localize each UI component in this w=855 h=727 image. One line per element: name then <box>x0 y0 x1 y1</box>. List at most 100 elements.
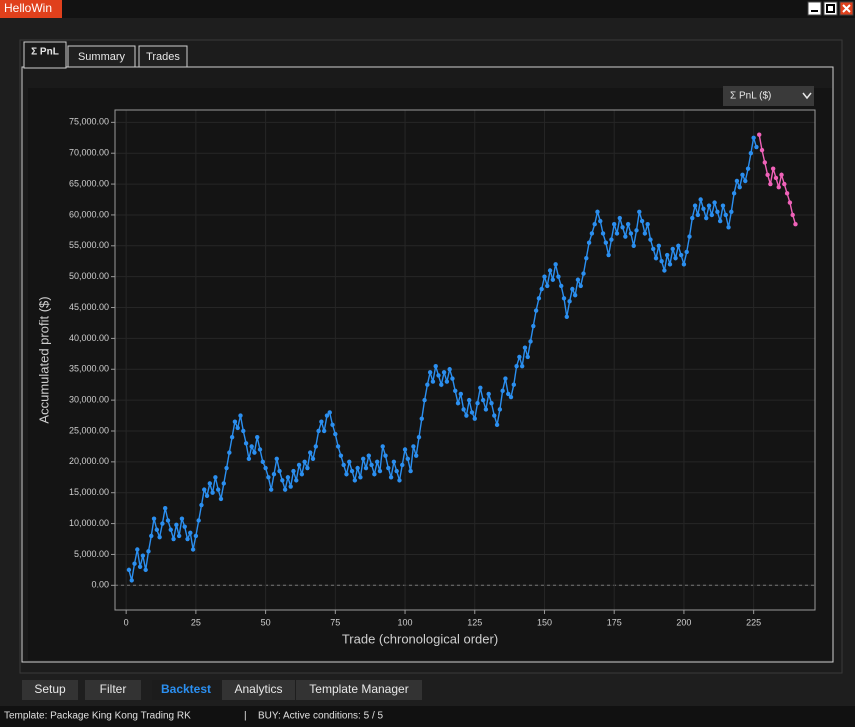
data-point <box>480 397 486 403</box>
data-point <box>408 468 413 474</box>
data-point <box>383 453 388 458</box>
data-point <box>517 354 522 360</box>
y-tick-label: 0.00 <box>91 580 109 590</box>
data-point <box>740 172 745 178</box>
data-point <box>589 231 595 236</box>
data-point <box>388 475 394 480</box>
status-separator: | <box>244 711 247 722</box>
data-point <box>559 283 564 289</box>
data-point <box>416 434 422 440</box>
minimize[interactable] <box>807 1 822 16</box>
data-point <box>363 465 369 471</box>
data-point <box>506 391 511 397</box>
data-point <box>157 534 162 540</box>
bottom-tab-label: Analytics <box>234 682 282 696</box>
x-tick-label: 175 <box>607 617 622 627</box>
data-point <box>168 527 173 532</box>
data-point <box>249 444 254 449</box>
bottom-tab[interactable] <box>152 680 220 700</box>
data-point <box>726 225 731 230</box>
data-point <box>656 243 662 249</box>
data-point <box>179 516 185 521</box>
data-point <box>441 370 447 375</box>
x-tick-label: 100 <box>398 617 413 627</box>
y-tick-label: 15,000.00 <box>69 487 109 497</box>
data-point <box>757 132 762 137</box>
data-point <box>734 178 740 184</box>
data-point <box>305 465 310 471</box>
tab[interactable] <box>138 45 188 68</box>
data-point <box>779 172 784 178</box>
tab[interactable] <box>23 41 67 69</box>
data-point <box>745 166 751 171</box>
tab[interactable] <box>67 45 136 68</box>
data-point <box>678 252 684 258</box>
data-point <box>160 521 165 526</box>
data-point <box>366 453 371 458</box>
data-point <box>531 323 536 329</box>
data-point <box>268 487 274 492</box>
data-point <box>519 363 525 369</box>
data-point <box>394 468 399 474</box>
y-tick-label: 75,000.00 <box>69 117 109 127</box>
data-point <box>439 382 444 387</box>
y-tick-label: 55,000.00 <box>69 240 109 250</box>
y-tick-label: 10,000.00 <box>69 518 109 528</box>
data-point <box>319 419 324 424</box>
maximize-icon <box>826 4 835 13</box>
data-point <box>533 308 539 313</box>
data-point <box>628 231 634 236</box>
data-point <box>475 401 480 406</box>
data-point <box>241 428 246 434</box>
data-point <box>182 524 187 529</box>
data-point <box>586 240 592 245</box>
data-point <box>464 413 469 418</box>
window-controls[interactable] <box>807 1 854 16</box>
data-point <box>782 181 787 187</box>
data-point <box>729 209 734 215</box>
bottom-tab[interactable] <box>22 680 78 700</box>
data-point <box>598 218 603 224</box>
data-point <box>595 209 600 215</box>
data-point <box>787 200 793 205</box>
data-point <box>447 367 452 372</box>
data-point <box>335 444 341 449</box>
data-point <box>751 135 756 140</box>
data-point <box>695 212 701 218</box>
tab-label: Trades <box>146 51 180 63</box>
data-point <box>327 410 332 415</box>
data-point <box>252 450 257 455</box>
data-point <box>743 178 748 184</box>
bottom-tab[interactable] <box>85 680 141 700</box>
bottom-tab[interactable] <box>222 680 295 700</box>
data-point <box>313 444 318 449</box>
data-point <box>243 441 249 446</box>
data-point <box>637 209 642 215</box>
status-conditions: BUY: Active conditions: 5 / 5 <box>258 711 384 722</box>
data-point <box>461 407 466 412</box>
data-point <box>137 564 143 569</box>
data-point <box>207 481 213 486</box>
x-tick-label: 125 <box>467 617 482 627</box>
data-point <box>285 475 291 480</box>
data-point <box>609 237 614 242</box>
data-point <box>550 277 556 282</box>
x-tick-label: 25 <box>191 617 201 627</box>
bottom-tab-label: Backtest <box>161 682 211 696</box>
data-point <box>377 468 383 474</box>
data-point <box>737 184 742 190</box>
bottom-tab[interactable] <box>296 680 422 700</box>
data-point <box>260 459 266 465</box>
data-point <box>754 144 759 150</box>
data-point <box>338 453 344 458</box>
dropdown[interactable] <box>723 86 814 106</box>
y-tick-label: 5,000.00 <box>74 549 109 559</box>
data-point <box>698 197 703 202</box>
data-point <box>773 175 779 181</box>
data-point <box>162 505 168 511</box>
data-point <box>341 462 346 468</box>
close-icon <box>842 4 851 13</box>
series-line <box>128 137 758 581</box>
maximize[interactable] <box>823 1 838 16</box>
